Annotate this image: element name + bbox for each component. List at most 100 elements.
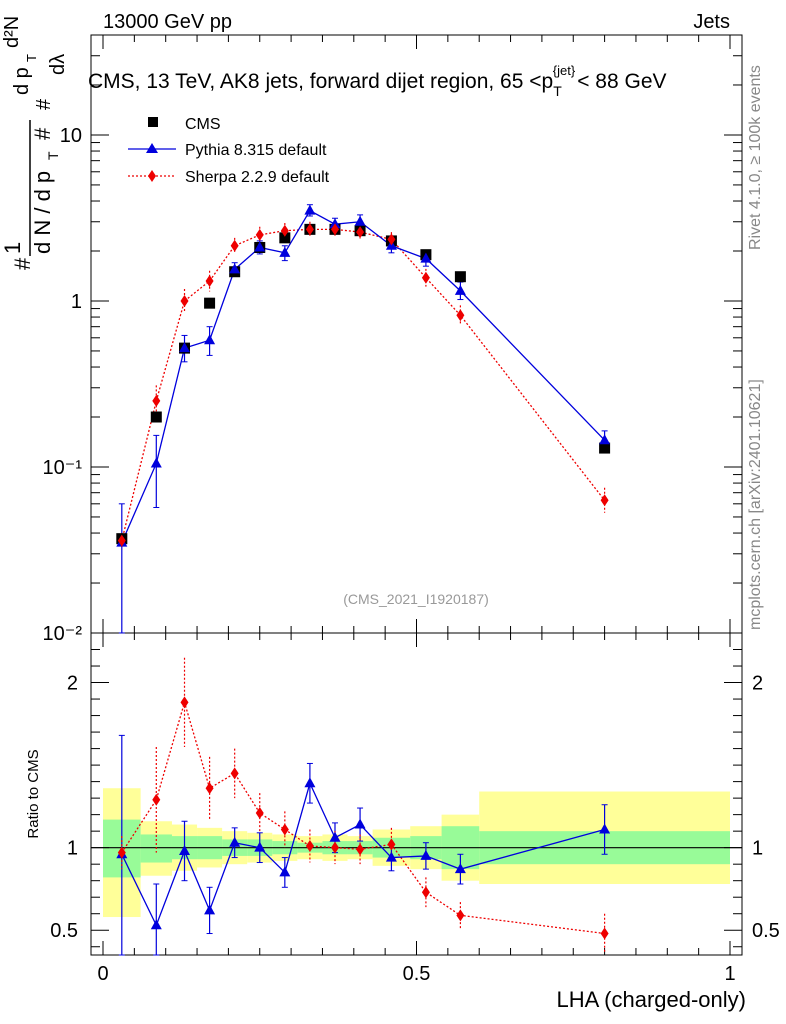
ratio-sherpa-point	[305, 840, 314, 853]
sherpa-point	[305, 223, 314, 236]
sherpa-line	[121, 228, 606, 541]
legend-sherpa-label: Sherpa 2.2.9 default	[185, 169, 330, 186]
ratio-sherpa-point	[421, 886, 430, 899]
ratio-pythia-point	[599, 823, 611, 834]
y-tick-label-ratio-right: 2	[752, 673, 763, 695]
cms-data-point	[204, 297, 216, 309]
pythia-point	[454, 284, 466, 295]
sherpa-point	[152, 394, 161, 407]
y-tick-label-ratio-right: 1	[752, 838, 763, 860]
ratio-pythia-point	[354, 818, 366, 829]
pythia-point	[204, 334, 216, 345]
ratio-pythia-point	[420, 849, 432, 860]
svg-text:dλ: dλ	[47, 54, 69, 75]
svg-text:1: 1	[0, 242, 25, 254]
header-energy: 13000 GeV pp	[103, 11, 232, 33]
legend: CMS Pythia 8.315 default Sherpa 2.2.9 de…	[128, 116, 330, 186]
legend-sherpa-marker	[148, 170, 156, 182]
svg-text:d N / d p: d N / d p	[30, 171, 55, 254]
main-series-group	[116, 204, 611, 634]
mcplots-source-label: mcplots.cern.ch [arXiv:2401.10621]	[747, 379, 764, 630]
ratio-pythia-line	[121, 781, 605, 927]
ratio-sherpa-point	[600, 927, 609, 940]
pythia-line	[121, 209, 606, 543]
legend-pythia-marker	[146, 143, 158, 153]
sherpa-point	[230, 239, 239, 252]
x-tick-label: 0	[97, 963, 108, 985]
ratio-sherpa-point	[255, 806, 264, 819]
plot-title: CMS, 13 TeV, AK8 jets, forward dijet reg…	[88, 63, 667, 99]
sherpa-point	[330, 223, 339, 236]
ratio-pythia-point	[304, 777, 316, 788]
pythia-point	[354, 215, 366, 226]
y-tick-label-main: 1	[71, 291, 82, 313]
y-tick-label-ratio: 2	[67, 673, 78, 695]
ratio-pythia-point	[454, 863, 466, 874]
y-tick-label-ratio: 0.5	[50, 920, 78, 942]
pythia-point	[179, 342, 191, 353]
pythia-point	[279, 246, 291, 257]
ratio-pythia-point	[229, 836, 241, 847]
sherpa-point	[117, 534, 126, 547]
sherpa-point	[421, 271, 430, 284]
pythia-point	[599, 434, 611, 445]
svg-text:T: T	[45, 151, 61, 160]
y-axis-label-main: # 1 d N / d p T # # d p T dλ d²N	[0, 16, 69, 270]
ratio-sherpa-point	[280, 823, 289, 836]
pythia-point	[229, 263, 241, 274]
y-tick-label-main: 10	[60, 125, 82, 147]
sherpa-point	[280, 224, 289, 237]
cms-data-point	[150, 411, 162, 423]
sherpa-point	[205, 274, 214, 287]
y-tick-label-ratio: 1	[67, 838, 78, 860]
svg-text:d p: d p	[11, 67, 33, 95]
ratio-series-group	[116, 657, 611, 956]
svg-text:#: #	[33, 98, 55, 110]
ratio-pythia-point	[385, 851, 397, 862]
ratio-sherpa-point	[330, 841, 339, 854]
ratio-pythia-point	[204, 904, 216, 915]
sherpa-point	[356, 226, 365, 239]
ratio-sherpa-point	[356, 843, 365, 856]
ratio-sherpa-point	[180, 696, 189, 709]
header-process: Jets	[693, 11, 730, 33]
pythia-point	[329, 218, 341, 229]
cms-data-point	[279, 232, 291, 244]
y-tick-label-ratio-right: 0.5	[752, 920, 780, 942]
cms-data-point	[599, 442, 611, 454]
legend-pythia-label: Pythia 8.315 default	[185, 142, 327, 159]
ratio-pythia-point	[179, 844, 191, 855]
x-tick-label: 0.5	[403, 963, 431, 985]
ratio-pythia-point	[150, 919, 162, 930]
y-tick-label-main: 10⁻²	[43, 623, 83, 645]
pythia-point	[254, 241, 266, 252]
analysis-id-label: (CMS_2021_I1920187)	[343, 591, 489, 607]
pythia-point	[420, 252, 432, 263]
cms-data-point	[454, 271, 466, 283]
ratio-sherpa-point	[387, 838, 396, 851]
svg-text:d²N: d²N	[1, 16, 23, 48]
sherpa-point	[180, 294, 189, 307]
svg-text:T: T	[24, 54, 39, 62]
rivet-version-label: Rivet 4.1.0, ≥ 100k events	[747, 65, 764, 250]
y-axis-label-ratio: Ratio to CMS	[25, 749, 42, 838]
sherpa-point	[255, 228, 264, 241]
ratio-sherpa-point	[152, 793, 161, 806]
ratio-sherpa-point	[230, 767, 239, 780]
ratio-sherpa-line	[121, 700, 605, 935]
x-tick-label: 1	[724, 963, 735, 985]
ratio-pythia-point	[329, 831, 341, 842]
ratio-sherpa-point	[117, 846, 126, 859]
svg-text:#: #	[10, 257, 35, 270]
x-axis-label: LHA (charged-only)	[556, 987, 746, 1012]
svg-text:#: #	[30, 127, 55, 140]
sherpa-point	[387, 233, 396, 246]
sherpa-point	[600, 494, 609, 507]
y-tick-label-main: 10⁻¹	[43, 457, 83, 479]
sherpa-point	[456, 309, 465, 322]
pythia-point	[150, 457, 162, 468]
ratio-pythia-point	[279, 866, 291, 877]
ratio-pythia-point	[254, 841, 266, 852]
ratio-sherpa-point	[205, 782, 214, 795]
